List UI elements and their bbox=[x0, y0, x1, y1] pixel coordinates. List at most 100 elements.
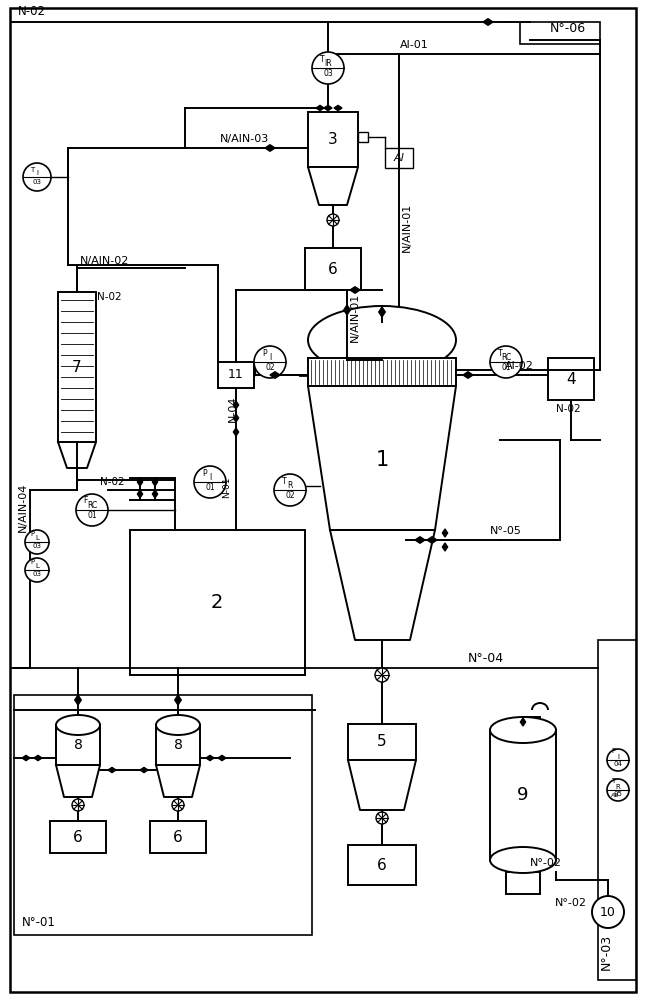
Text: Al-02: Al-02 bbox=[505, 361, 534, 371]
Text: IR: IR bbox=[324, 59, 332, 68]
Bar bbox=[156, 725, 200, 765]
Bar bbox=[358, 132, 368, 142]
Bar bbox=[520, 22, 600, 44]
Text: Al-01: Al-01 bbox=[400, 40, 429, 50]
Polygon shape bbox=[34, 755, 42, 761]
Text: N/AlN-01: N/AlN-01 bbox=[402, 203, 412, 252]
Polygon shape bbox=[324, 105, 332, 111]
Text: 6: 6 bbox=[328, 261, 338, 276]
Text: N/AlN-02: N/AlN-02 bbox=[80, 256, 129, 266]
Text: 8: 8 bbox=[74, 738, 83, 752]
Text: L: L bbox=[35, 563, 39, 569]
Text: N/AlN-01: N/AlN-01 bbox=[350, 293, 360, 342]
Text: T: T bbox=[320, 55, 325, 64]
Bar bbox=[598, 640, 636, 980]
Text: N/AlN-04: N/AlN-04 bbox=[18, 483, 28, 532]
Bar bbox=[548, 358, 594, 400]
Polygon shape bbox=[330, 530, 435, 640]
Text: 05: 05 bbox=[614, 791, 623, 797]
Text: I: I bbox=[209, 473, 211, 482]
Text: N°-02: N°-02 bbox=[555, 898, 587, 908]
Circle shape bbox=[25, 530, 49, 554]
Bar bbox=[50, 821, 106, 853]
Bar bbox=[348, 845, 416, 885]
Text: N-01: N-01 bbox=[222, 477, 231, 498]
Polygon shape bbox=[108, 767, 116, 773]
Text: 02: 02 bbox=[266, 363, 275, 372]
Text: 10: 10 bbox=[600, 906, 616, 918]
Text: R: R bbox=[287, 481, 293, 490]
Ellipse shape bbox=[490, 847, 556, 873]
Circle shape bbox=[376, 812, 388, 824]
Text: N°-03: N°-03 bbox=[600, 934, 613, 970]
Bar bbox=[305, 248, 361, 290]
Polygon shape bbox=[308, 167, 358, 205]
Bar bbox=[490, 730, 556, 860]
Ellipse shape bbox=[56, 715, 100, 735]
Polygon shape bbox=[75, 695, 81, 705]
Text: F: F bbox=[83, 496, 87, 505]
Text: N/AlN-03: N/AlN-03 bbox=[220, 134, 269, 144]
Text: 5: 5 bbox=[377, 734, 387, 750]
Polygon shape bbox=[348, 760, 416, 810]
Circle shape bbox=[172, 799, 184, 811]
Polygon shape bbox=[308, 386, 456, 530]
Polygon shape bbox=[427, 537, 437, 543]
Text: T: T bbox=[30, 167, 34, 173]
Polygon shape bbox=[22, 755, 30, 761]
Bar bbox=[150, 821, 206, 853]
Text: 01: 01 bbox=[501, 363, 511, 372]
Text: 2: 2 bbox=[211, 592, 223, 611]
Text: N-02: N-02 bbox=[18, 5, 46, 18]
Polygon shape bbox=[233, 414, 238, 422]
Polygon shape bbox=[350, 287, 360, 293]
Polygon shape bbox=[334, 105, 342, 111]
Ellipse shape bbox=[156, 715, 200, 735]
Polygon shape bbox=[270, 372, 280, 378]
Text: 4: 4 bbox=[566, 371, 576, 386]
Polygon shape bbox=[521, 718, 526, 726]
Text: T: T bbox=[498, 349, 503, 358]
Polygon shape bbox=[152, 490, 158, 498]
Text: N°-01: N°-01 bbox=[22, 916, 56, 929]
Bar bbox=[218, 362, 254, 388]
Polygon shape bbox=[463, 372, 473, 378]
Text: 03: 03 bbox=[323, 69, 333, 78]
Text: 04: 04 bbox=[614, 761, 623, 767]
Text: P: P bbox=[30, 559, 34, 565]
Text: T: T bbox=[282, 477, 287, 486]
Circle shape bbox=[607, 779, 629, 801]
Text: 3: 3 bbox=[328, 132, 338, 147]
Polygon shape bbox=[138, 478, 143, 486]
Text: 6: 6 bbox=[377, 857, 387, 872]
Circle shape bbox=[592, 896, 624, 928]
Text: L: L bbox=[35, 535, 39, 541]
Circle shape bbox=[375, 668, 389, 682]
Text: 03: 03 bbox=[32, 543, 41, 549]
Circle shape bbox=[72, 799, 84, 811]
Text: N°-02: N°-02 bbox=[530, 858, 562, 868]
Polygon shape bbox=[233, 428, 238, 436]
Text: I: I bbox=[269, 353, 271, 362]
Polygon shape bbox=[443, 529, 448, 537]
Circle shape bbox=[490, 346, 522, 378]
Bar bbox=[348, 724, 416, 760]
Polygon shape bbox=[58, 442, 96, 468]
Text: N°-06: N°-06 bbox=[550, 22, 586, 35]
Text: P: P bbox=[262, 349, 267, 358]
Text: 11: 11 bbox=[228, 368, 244, 381]
Polygon shape bbox=[344, 305, 350, 315]
Ellipse shape bbox=[490, 717, 556, 743]
Text: 8: 8 bbox=[174, 738, 182, 752]
Text: Al: Al bbox=[393, 153, 404, 163]
Polygon shape bbox=[206, 755, 214, 761]
Text: 7: 7 bbox=[72, 360, 82, 374]
Bar bbox=[506, 872, 540, 894]
Text: 02: 02 bbox=[285, 491, 295, 500]
Text: AB: AB bbox=[611, 793, 620, 798]
Text: N-02: N-02 bbox=[97, 292, 121, 302]
Polygon shape bbox=[140, 767, 148, 773]
Text: I: I bbox=[617, 754, 619, 760]
Polygon shape bbox=[483, 19, 493, 25]
Polygon shape bbox=[175, 695, 182, 705]
